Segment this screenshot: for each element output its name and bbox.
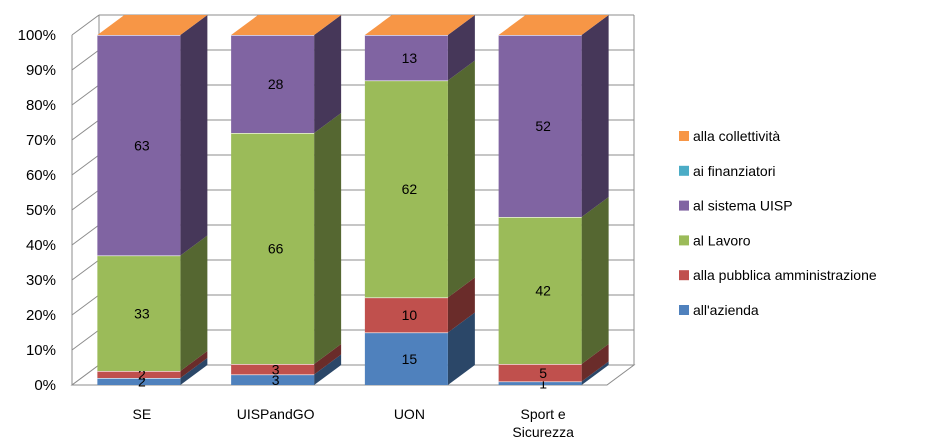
legend-swatch <box>679 131 689 141</box>
legend-label: al Lavoro <box>693 232 751 248</box>
bar-side <box>447 312 475 385</box>
bar-side <box>314 15 342 133</box>
data-label: 1 <box>539 375 547 391</box>
bar-segment <box>231 35 315 133</box>
bar-side <box>180 351 208 378</box>
bar-side <box>314 354 342 385</box>
side-gridline <box>71 259 100 281</box>
bar-segment <box>498 381 582 385</box>
bar-top <box>97 15 208 35</box>
bar-segment <box>231 133 315 364</box>
legend-swatch <box>679 165 689 176</box>
bar-segment <box>231 364 315 375</box>
x-tick-label: SE <box>133 406 152 422</box>
bar-segment <box>97 371 181 378</box>
legend-swatch <box>679 270 689 281</box>
x-tick-label: Sicurezza <box>512 424 574 440</box>
legend-swatch <box>679 305 689 315</box>
side-gridline <box>71 154 100 176</box>
bar-top <box>364 15 475 35</box>
data-label: 63 <box>134 137 150 153</box>
side-gridline <box>71 119 100 141</box>
x-tick-label: Sport e <box>521 406 566 422</box>
y-tick-label: 20% <box>26 307 56 324</box>
data-label: 2 <box>138 374 146 390</box>
bar-segment <box>97 255 181 371</box>
legend-swatch <box>679 200 689 211</box>
legend-label: al sistema UISP <box>693 198 793 214</box>
bar-side <box>447 277 475 333</box>
y-tick-label: 10% <box>26 342 56 359</box>
side-gridline <box>71 14 100 36</box>
legend-label: ai finanziatori <box>693 163 776 179</box>
y-tick-label: 60% <box>26 167 56 184</box>
data-label: 3 <box>272 372 280 388</box>
y-tick-label: 90% <box>26 62 56 79</box>
y-tick-label: 50% <box>26 202 56 219</box>
bar-segment <box>364 332 448 385</box>
data-label: 13 <box>402 50 418 66</box>
data-label: 5 <box>539 365 547 381</box>
data-label: 2 <box>138 367 146 383</box>
bar-side <box>581 361 609 385</box>
data-label: 66 <box>268 241 284 257</box>
x-tick-label: UISPandGO <box>237 406 315 422</box>
bar-side <box>447 60 475 298</box>
bar-segment <box>364 297 448 333</box>
x-tick-label: UON <box>394 406 425 422</box>
bar-side <box>314 344 342 375</box>
data-label: 33 <box>134 305 150 321</box>
bar-side <box>314 113 342 364</box>
bar-segment <box>498 217 582 364</box>
bar-segment <box>231 374 315 385</box>
legend-label: alla collettività <box>693 128 780 144</box>
bar-segment <box>498 35 582 217</box>
side-gridline <box>71 189 100 211</box>
bar-side <box>180 235 208 371</box>
bar-top <box>498 15 609 35</box>
data-label: 42 <box>535 283 551 299</box>
bar-top <box>231 15 342 35</box>
data-label: 28 <box>268 76 284 92</box>
y-tick-label: 70% <box>26 132 56 149</box>
bar-segment <box>97 378 181 385</box>
data-label: 3 <box>272 361 280 377</box>
y-tick-label: 40% <box>26 237 56 254</box>
y-tick-label: 30% <box>26 272 56 289</box>
data-label: 15 <box>402 351 418 367</box>
data-label: 62 <box>402 181 418 197</box>
data-label: 10 <box>402 307 418 323</box>
side-gridline <box>71 49 100 71</box>
bar-side <box>581 344 609 382</box>
bar-side <box>447 15 475 81</box>
data-label: 52 <box>535 118 551 134</box>
legend-label: all'azienda <box>693 302 759 318</box>
bar-side <box>180 358 208 385</box>
y-tick-label: 100% <box>18 27 56 44</box>
legend-swatch <box>679 235 689 246</box>
side-gridline <box>71 294 100 316</box>
bar-side <box>581 15 609 217</box>
bar-segment <box>364 35 448 81</box>
y-tick-label: 80% <box>26 97 56 114</box>
bar-segment <box>364 80 448 298</box>
bar-side <box>180 15 208 256</box>
side-gridline <box>71 84 100 106</box>
bar-segment <box>97 35 181 256</box>
bar-side <box>581 197 609 364</box>
legend-label: alla pubblica amministrazione <box>693 267 877 283</box>
bar-segment <box>498 364 582 382</box>
y-tick-label: 0% <box>34 377 56 394</box>
side-gridline <box>71 224 100 246</box>
side-gridline <box>71 329 100 351</box>
